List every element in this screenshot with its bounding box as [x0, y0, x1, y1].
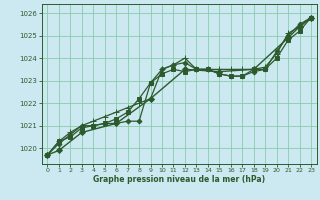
X-axis label: Graphe pression niveau de la mer (hPa): Graphe pression niveau de la mer (hPa): [93, 175, 265, 184]
